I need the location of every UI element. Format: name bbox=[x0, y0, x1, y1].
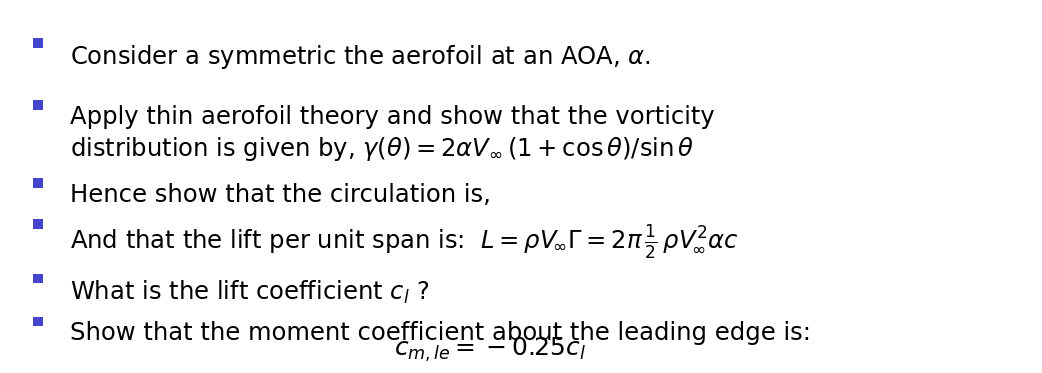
Bar bbox=[33, 100, 43, 110]
Text: What is the lift coefficient $c_l$ ?: What is the lift coefficient $c_l$ ? bbox=[70, 279, 429, 306]
Text: Apply thin aerofoil theory and show that the vorticity
distribution is given by,: Apply thin aerofoil theory and show that… bbox=[70, 105, 715, 163]
Text: Hence show that the circulation is,: Hence show that the circulation is, bbox=[70, 183, 491, 207]
Text: $c_{m,le} = -0.25c_l$: $c_{m,le} = -0.25c_l$ bbox=[394, 336, 587, 364]
Bar bbox=[33, 274, 43, 283]
Text: Show that the moment coefficient about the leading edge is:: Show that the moment coefficient about t… bbox=[70, 321, 811, 345]
Text: Consider a symmetric the aerofoil at an AOA, $\alpha$.: Consider a symmetric the aerofoil at an … bbox=[70, 43, 650, 71]
Text: And that the lift per unit span is:  $L = \rho V_{\!\infty}\Gamma = 2\pi\,\frac{: And that the lift per unit span is: $L =… bbox=[70, 224, 739, 261]
Bar bbox=[33, 38, 43, 48]
Bar bbox=[33, 178, 43, 188]
Bar bbox=[33, 219, 43, 229]
Bar bbox=[33, 317, 43, 326]
